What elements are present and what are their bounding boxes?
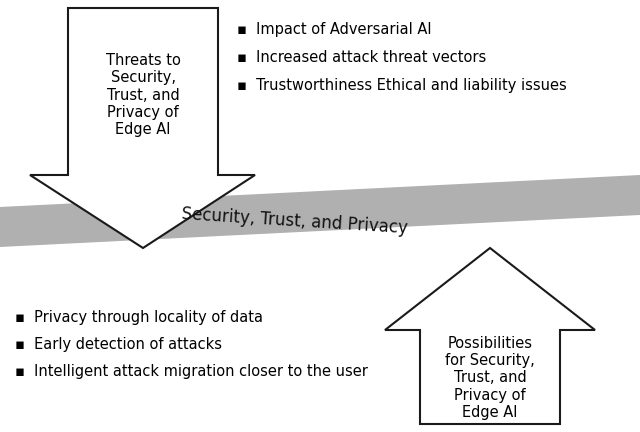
Polygon shape <box>0 175 640 247</box>
Text: Threats to
Security,
Trust, and
Privacy of
Edge AI: Threats to Security, Trust, and Privacy … <box>106 53 180 137</box>
Polygon shape <box>30 8 255 248</box>
Text: ▪  Trustworthiness Ethical and liability issues: ▪ Trustworthiness Ethical and liability … <box>237 78 567 93</box>
Text: ▪  Privacy through locality of data: ▪ Privacy through locality of data <box>15 310 263 325</box>
Text: ▪  Impact of Adversarial AI: ▪ Impact of Adversarial AI <box>237 22 431 37</box>
Text: ▪  Early detection of attacks: ▪ Early detection of attacks <box>15 337 222 352</box>
Text: Security, Trust, and Privacy: Security, Trust, and Privacy <box>181 205 409 237</box>
Text: ▪  Intelligent attack migration closer to the user: ▪ Intelligent attack migration closer to… <box>15 364 368 379</box>
Polygon shape <box>385 248 595 424</box>
Text: Possibilities
for Security,
Trust, and
Privacy of
Edge AI: Possibilities for Security, Trust, and P… <box>445 336 535 420</box>
Text: ▪  Increased attack threat vectors: ▪ Increased attack threat vectors <box>237 50 486 65</box>
